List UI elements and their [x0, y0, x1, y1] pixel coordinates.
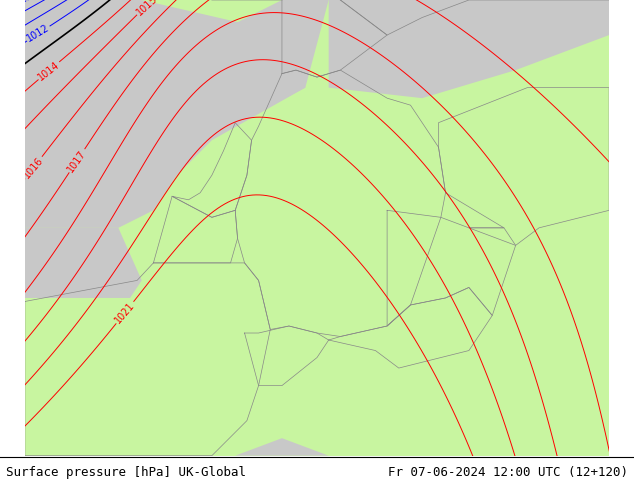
Text: 1012: 1012 — [25, 23, 51, 44]
Text: 1014: 1014 — [36, 59, 61, 82]
Polygon shape — [25, 438, 609, 456]
Polygon shape — [25, 0, 306, 228]
Polygon shape — [200, 0, 328, 140]
Text: 1021: 1021 — [113, 300, 137, 325]
Text: Surface pressure [hPa] UK-Global: Surface pressure [hPa] UK-Global — [6, 466, 247, 479]
Polygon shape — [328, 0, 609, 98]
Text: Fr 07-06-2024 12:00 UTC (12+120): Fr 07-06-2024 12:00 UTC (12+120) — [387, 466, 628, 479]
Text: 1015: 1015 — [134, 0, 159, 17]
Text: 1009: 1009 — [18, 0, 44, 5]
Polygon shape — [25, 228, 142, 298]
Text: 1016: 1016 — [22, 155, 45, 180]
Text: 1017: 1017 — [66, 148, 88, 173]
Polygon shape — [25, 0, 609, 456]
